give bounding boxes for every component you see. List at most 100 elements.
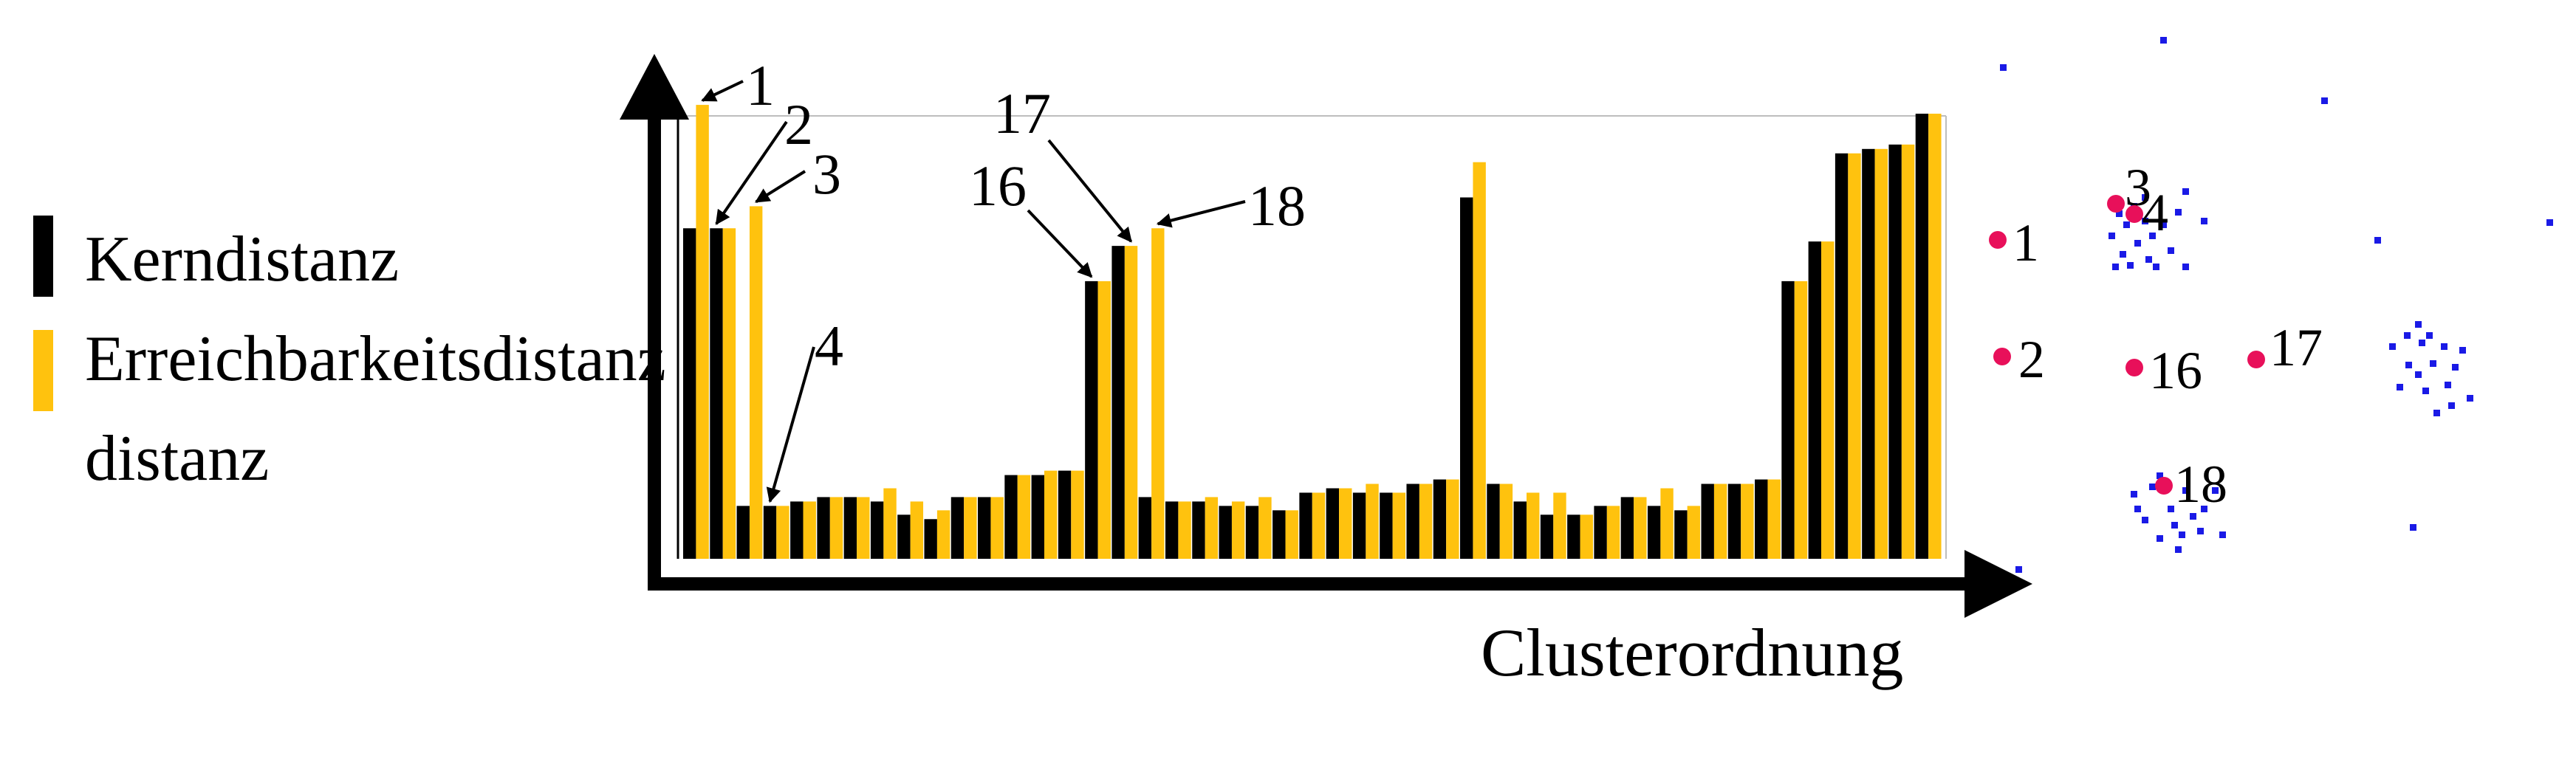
bar-erreichbarkeitsdistanz-2: [749, 206, 763, 559]
bar-kerndistanz-33: [1567, 515, 1580, 559]
bar-erreichbarkeitsdistanz-15: [1097, 281, 1111, 559]
cluster-point: [2109, 233, 2115, 239]
y-axis: [648, 103, 661, 591]
cluster-point: [2410, 524, 2416, 531]
bar-erreichbarkeitsdistanz-18: [1178, 501, 1191, 559]
cluster-point: [2452, 364, 2459, 371]
bar-erreichbarkeitsdistanz-23: [1312, 492, 1326, 559]
bar-kerndistanz-7: [870, 501, 884, 559]
bar-kerndistanz-26: [1380, 492, 1393, 559]
annotation-label-1: 1: [746, 53, 775, 117]
x-axis-arrow: [1964, 550, 2032, 618]
labeled-point-label-2: 2: [2018, 330, 2045, 389]
bar-kerndistanz-31: [1513, 501, 1527, 559]
cluster-point: [2179, 531, 2185, 538]
cluster-point: [2426, 332, 2433, 339]
cluster-point: [2116, 210, 2123, 217]
bar-kerndistanz-32: [1540, 515, 1554, 559]
bar-erreichbarkeitsdistanz-3: [776, 506, 789, 559]
bar-kerndistanz-43: [1835, 153, 1849, 559]
labeled-point-label-18: 18: [2174, 455, 2227, 514]
cluster-point: [2389, 343, 2396, 350]
cluster-point: [2112, 264, 2119, 270]
cluster-point: [2404, 332, 2411, 339]
labeled-point-2: [1993, 348, 2011, 365]
bar-kerndistanz-11: [978, 497, 991, 559]
bar-kerndistanz-24: [1326, 488, 1340, 559]
cluster-point: [2441, 343, 2447, 350]
bar-kerndistanz-17: [1138, 497, 1152, 559]
labeled-point-17: [2247, 351, 2265, 368]
bar-erreichbarkeitsdistanz-31: [1526, 492, 1540, 559]
cluster-point: [2448, 402, 2455, 409]
cluster-point: [2171, 522, 2178, 529]
legend-label-distanz: distanz: [85, 423, 269, 495]
bar-erreichbarkeitsdistanz-12: [1017, 475, 1031, 559]
cluster-point: [2145, 256, 2152, 263]
bar-erreichbarkeitsdistanz-44: [1874, 148, 1888, 560]
cluster-point: [2415, 371, 2422, 378]
x-axis-label: Clusterordnung: [1481, 615, 1903, 690]
bar-erreichbarkeitsdistanz-4: [803, 501, 816, 559]
bar-erreichbarkeitsdistanz-34: [1606, 506, 1620, 559]
cluster-point: [2157, 535, 2163, 542]
bar-erreichbarkeitsdistanz-20: [1231, 501, 1245, 559]
bar-erreichbarkeitsdistanz-16: [1124, 246, 1138, 559]
cluster-point: [2430, 360, 2436, 367]
bar-erreichbarkeitsdistanz-40: [1767, 479, 1781, 559]
legend-label-kerndistanz: Kerndistanz: [85, 224, 399, 295]
bar-erreichbarkeitsdistanz-22: [1285, 510, 1298, 559]
cluster-point: [2127, 262, 2134, 269]
cluster-point: [2123, 221, 2130, 228]
bar-kerndistanz-36: [1647, 506, 1661, 559]
annotations: 123 4 16 17 18: [701, 53, 1306, 503]
bar-kerndistanz-30: [1487, 483, 1500, 559]
bar-kerndistanz-28: [1433, 479, 1447, 559]
bar-kerndistanz-21: [1245, 506, 1259, 559]
labeled-point-3: [2107, 195, 2125, 213]
cluster-point: [2422, 388, 2429, 394]
bar-kerndistanz-9: [924, 519, 937, 559]
bar-kerndistanz-4: [790, 501, 804, 559]
bar-kerndistanz-42: [1808, 241, 1822, 559]
annotation-arrow-2: [715, 120, 788, 225]
bars: [683, 105, 1942, 560]
cluster-point: [2212, 487, 2219, 494]
bar-kerndistanz-13: [1031, 475, 1045, 559]
annotation-label-18: 18: [1248, 173, 1306, 238]
cluster-point: [2182, 188, 2189, 195]
cluster-point: [2153, 264, 2159, 270]
legend-swatch-erreichbarkeitsdistanz: [33, 330, 53, 411]
cluster-point: [2419, 340, 2425, 346]
bar-erreichbarkeitsdistanz-37: [1687, 506, 1701, 559]
legend-label-erreichbarkeitsdistanz: Erreichbarkeitsdistanz: [85, 323, 666, 395]
cluster-point: [2131, 491, 2137, 498]
bar-erreichbarkeitsdistanz-17: [1151, 228, 1165, 559]
bar-erreichbarkeitsdistanz-33: [1580, 515, 1593, 559]
bar-kerndistanz-18: [1165, 501, 1179, 559]
legend: Kerndistanz Erreichbarkeitsdistanz dista…: [33, 216, 666, 495]
cluster-point: [2160, 37, 2167, 44]
bar-erreichbarkeitsdistanz-30: [1499, 483, 1513, 559]
labeled-point-4: [2125, 205, 2143, 223]
cluster-point: [2120, 251, 2126, 258]
cluster-point: [2445, 382, 2451, 388]
cluster-point: [2546, 219, 2553, 226]
bar-erreichbarkeitsdistanz-25: [1366, 483, 1379, 559]
bar-kerndistanz-29: [1460, 197, 1473, 559]
cluster-point: [2015, 566, 2022, 573]
bar-erreichbarkeitsdistanz-36: [1660, 488, 1674, 559]
bar-kerndistanz-44: [1862, 148, 1875, 560]
cluster-point: [2160, 221, 2167, 228]
bar-kerndistanz-20: [1219, 506, 1232, 559]
cluster-point: [2197, 528, 2204, 534]
x-axis: [648, 577, 1999, 591]
annotation-arrow-17: [1047, 139, 1133, 243]
labeled-point-label-1: 1: [2012, 213, 2039, 272]
bar-erreichbarkeitsdistanz-38: [1713, 483, 1727, 559]
legend-swatch-kerndistanz: [33, 216, 53, 297]
cluster-point: [2142, 218, 2148, 224]
bar-erreichbarkeitsdistanz-45: [1901, 144, 1915, 559]
bar-kerndistanz-16: [1111, 246, 1125, 559]
